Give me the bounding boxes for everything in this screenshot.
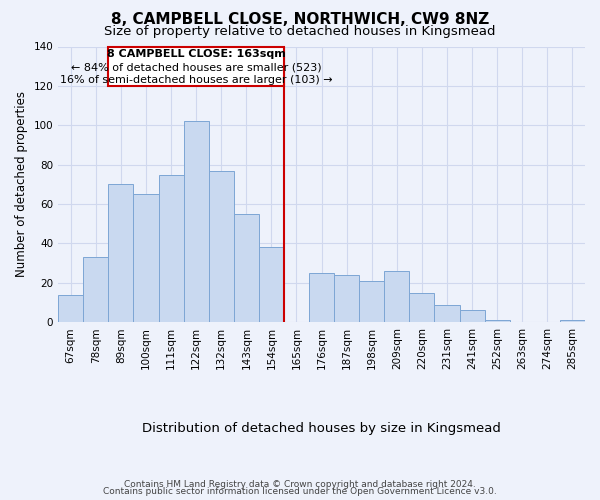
Bar <box>158 174 184 322</box>
Bar <box>309 273 334 322</box>
Bar <box>359 281 385 322</box>
Text: 16% of semi-detached houses are larger (103) →: 16% of semi-detached houses are larger (… <box>60 75 332 85</box>
Text: Contains HM Land Registry data © Crown copyright and database right 2024.: Contains HM Land Registry data © Crown c… <box>124 480 476 489</box>
Text: 8 CAMPBELL CLOSE: 163sqm: 8 CAMPBELL CLOSE: 163sqm <box>107 50 286 59</box>
Text: Contains public sector information licensed under the Open Government Licence v3: Contains public sector information licen… <box>103 487 497 496</box>
Bar <box>409 292 434 322</box>
FancyBboxPatch shape <box>109 46 284 86</box>
Bar <box>460 310 485 322</box>
Bar <box>133 194 158 322</box>
Bar <box>83 257 109 322</box>
Y-axis label: Number of detached properties: Number of detached properties <box>15 92 28 278</box>
Bar <box>385 271 409 322</box>
Text: 8, CAMPBELL CLOSE, NORTHWICH, CW9 8NZ: 8, CAMPBELL CLOSE, NORTHWICH, CW9 8NZ <box>111 12 489 28</box>
Bar <box>334 275 359 322</box>
Bar <box>259 248 284 322</box>
Text: ← 84% of detached houses are smaller (523): ← 84% of detached houses are smaller (52… <box>71 62 322 72</box>
X-axis label: Distribution of detached houses by size in Kingsmead: Distribution of detached houses by size … <box>142 422 501 435</box>
Bar <box>184 122 209 322</box>
Bar <box>560 320 585 322</box>
Bar <box>209 170 234 322</box>
Bar <box>234 214 259 322</box>
Bar <box>434 304 460 322</box>
Bar <box>58 294 83 322</box>
Bar <box>109 184 133 322</box>
Text: Size of property relative to detached houses in Kingsmead: Size of property relative to detached ho… <box>104 25 496 38</box>
Bar <box>485 320 510 322</box>
